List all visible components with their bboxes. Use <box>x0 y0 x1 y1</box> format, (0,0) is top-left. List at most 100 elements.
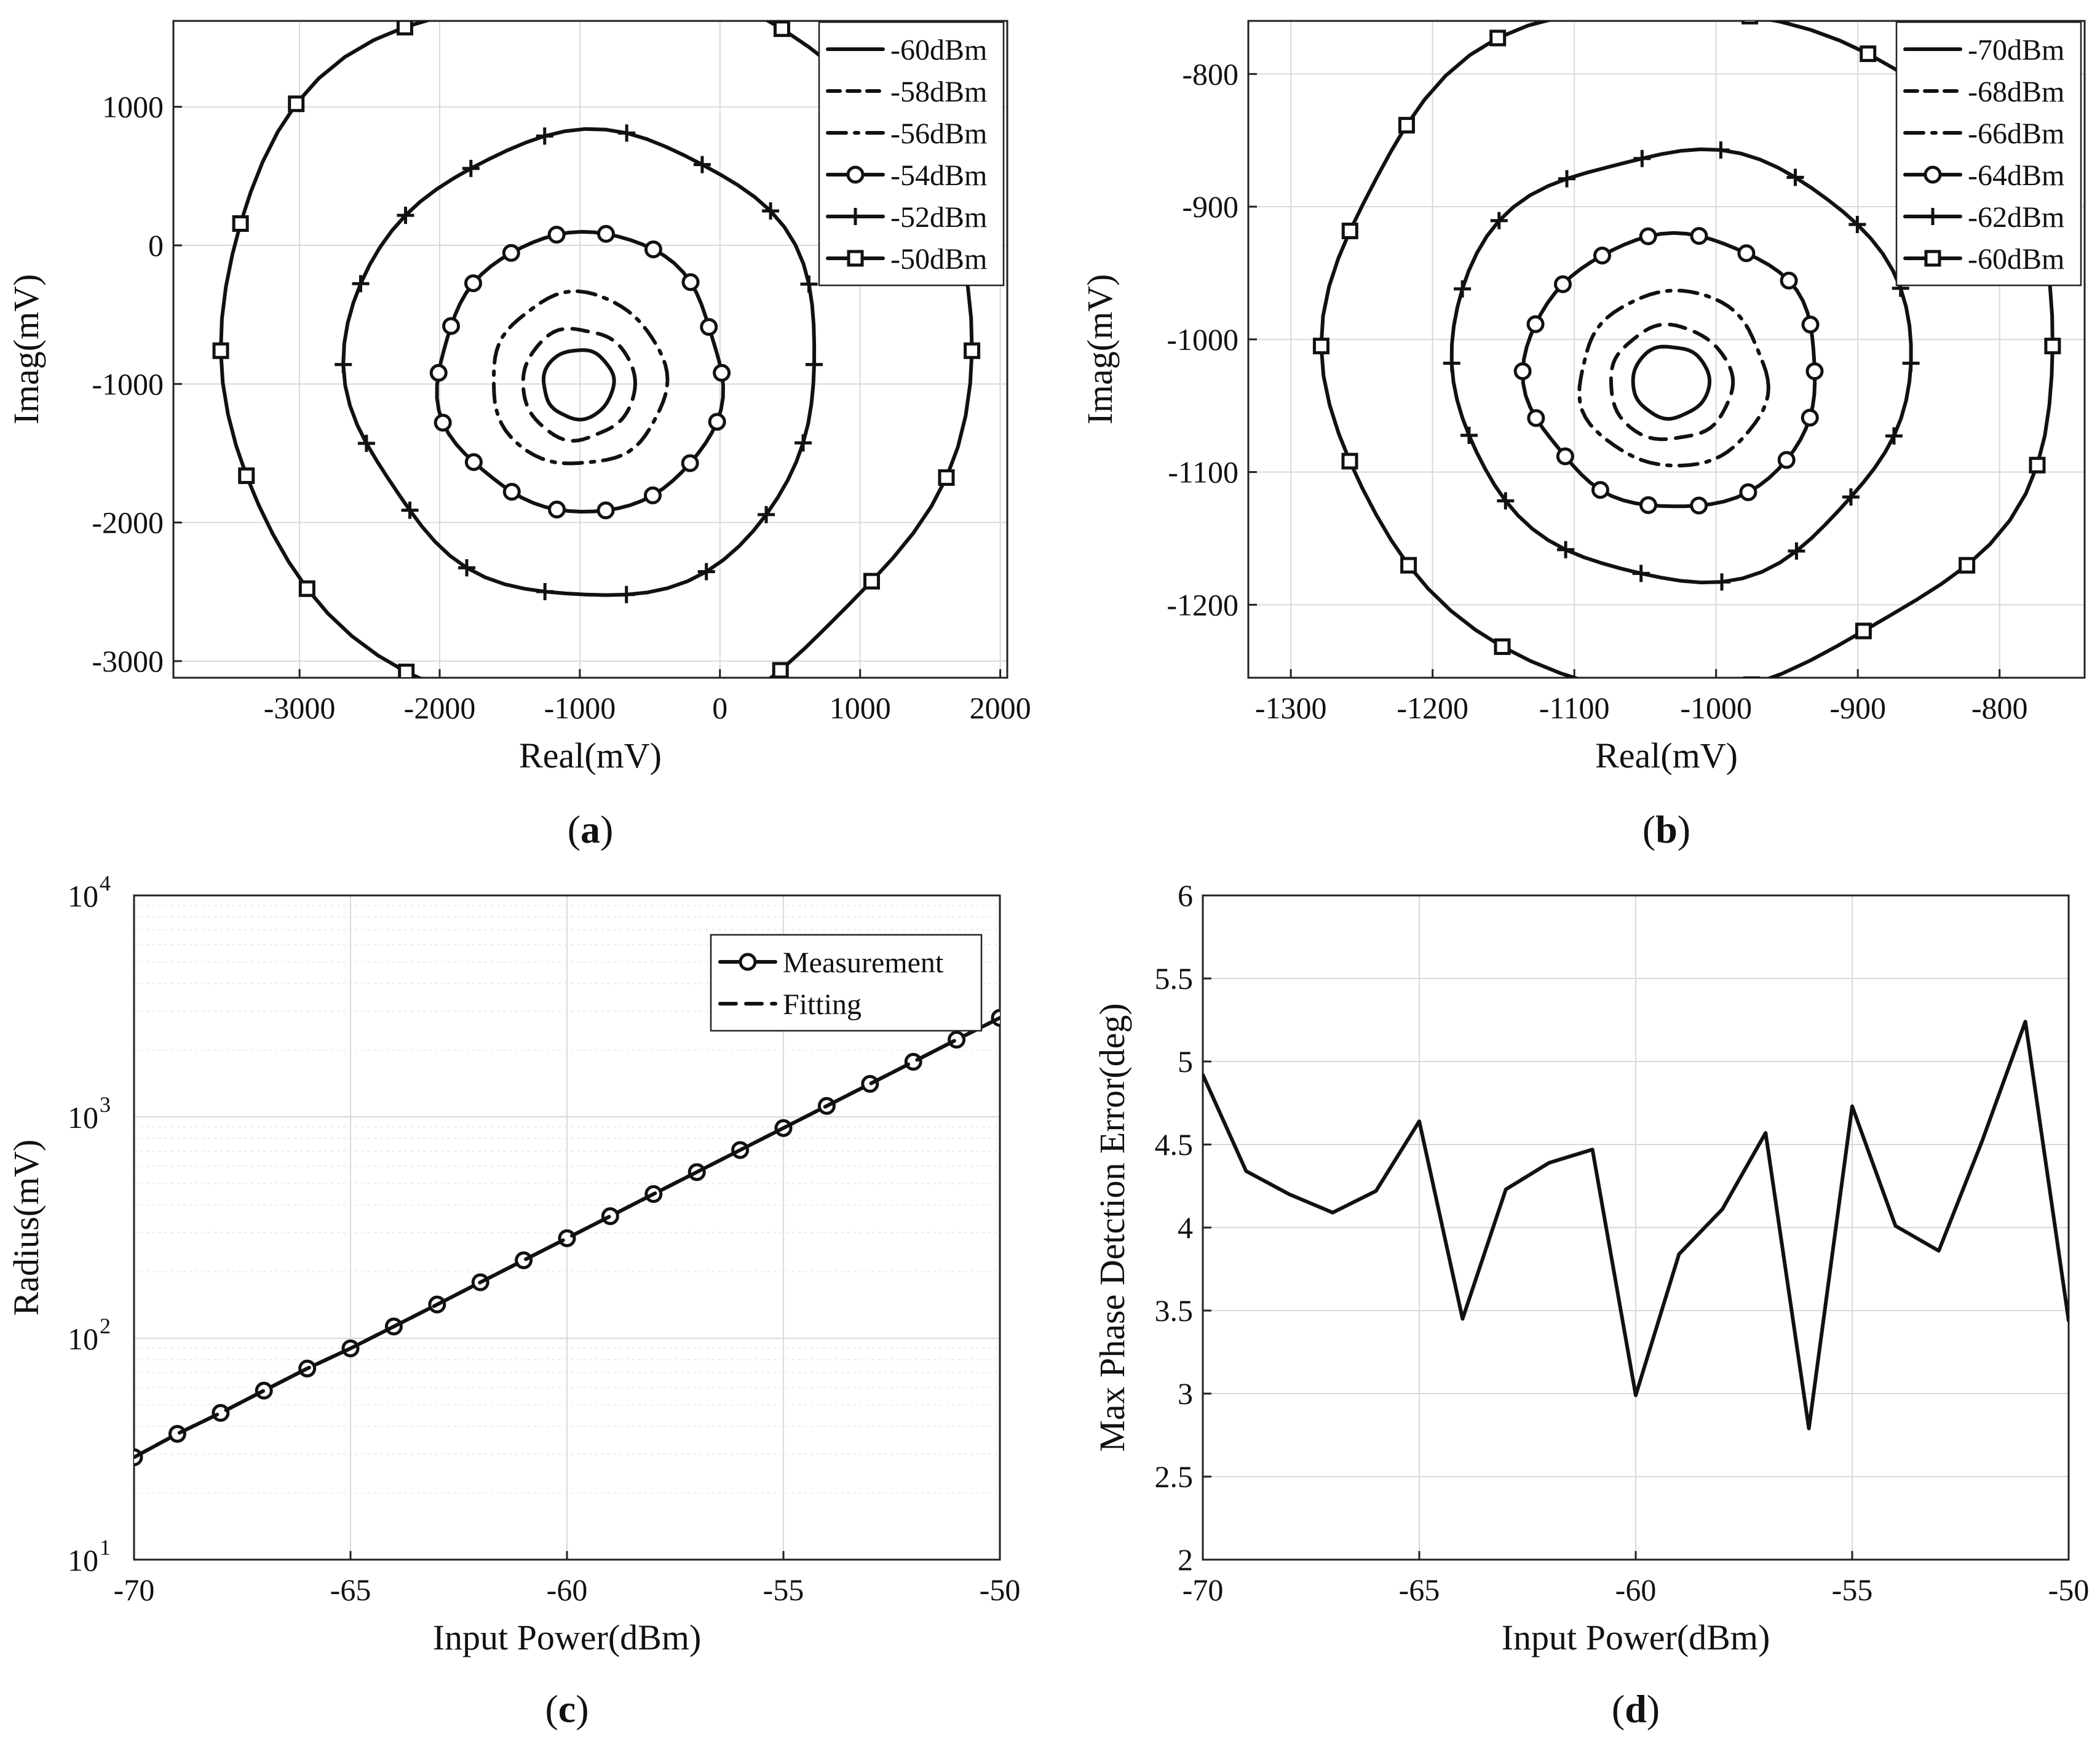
legend-label: -52dBm <box>890 201 987 234</box>
x-tick-label: -3000 <box>264 691 336 725</box>
data-point-marker <box>596 224 615 243</box>
data-point-marker <box>1902 354 1920 372</box>
legend-label: -50dBm <box>890 243 987 276</box>
data-point-marker <box>1618 4 1631 17</box>
x-tick-label: -1300 <box>1255 691 1327 725</box>
data-point-marker <box>238 467 255 485</box>
data-point-marker <box>558 1229 576 1247</box>
y-tick-exponent: 2 <box>100 1314 111 1338</box>
legend-marker <box>846 165 865 184</box>
series--66dBm <box>1577 288 1770 468</box>
data-point-marker <box>464 453 483 471</box>
y-tick-label: 6 <box>1178 878 1193 913</box>
y-tick-label: -800 <box>1182 57 1238 91</box>
data-point-marker <box>713 363 731 382</box>
caption-letter: b <box>1655 807 1678 851</box>
y-tick-label: 3 <box>1178 1376 1193 1411</box>
caption-letter: c <box>558 1687 576 1731</box>
data-point-marker <box>1497 492 1515 510</box>
series--58dBm <box>521 327 637 443</box>
data-point-marker <box>396 21 413 36</box>
panel-caption: (a) <box>568 807 614 851</box>
data-point-marker <box>434 413 452 432</box>
data-point-marker <box>548 501 566 519</box>
data-point-marker <box>863 573 880 590</box>
series-line <box>521 327 637 443</box>
data-point-marker <box>1690 227 1708 245</box>
x-tick-label: -70 <box>1183 1573 1224 1607</box>
data-point-marker <box>352 275 370 293</box>
data-point-marker <box>357 434 375 452</box>
data-point-marker <box>1741 21 1759 25</box>
y-tick-exponent: 4 <box>100 871 111 895</box>
legend: Measurement Fitting <box>710 934 983 1032</box>
data-point-marker <box>1739 483 1757 501</box>
y-tick-base: 10 <box>68 1543 98 1577</box>
legend-label: -68dBm <box>1968 76 2064 108</box>
legend-box <box>818 21 1005 287</box>
legend-marker <box>1924 208 1941 225</box>
series-line <box>542 348 616 422</box>
legend-label: -64dBm <box>1968 159 2064 192</box>
data-point-marker <box>547 226 566 244</box>
data-point-marker <box>1805 362 1824 381</box>
panel-caption: (b) <box>1642 807 1690 851</box>
caption-close: ) <box>1678 807 1690 851</box>
data-point-marker <box>168 1424 186 1443</box>
y-axis-label: Radius(mV) <box>6 1140 46 1316</box>
data-point-marker <box>948 1031 966 1049</box>
data-layer <box>1312 4 2061 678</box>
data-point-marker <box>617 585 635 603</box>
caption-close: ) <box>1647 1687 1660 1731</box>
data-point-marker <box>397 207 414 224</box>
x-tick-label: -1100 <box>1539 691 1610 725</box>
x-tick-label: -65 <box>1399 1573 1440 1607</box>
data-point-marker <box>2044 338 2061 355</box>
data-point-marker <box>964 342 981 359</box>
data-point-marker <box>643 486 662 504</box>
data-point-marker <box>1690 496 1708 515</box>
legend-marker <box>739 953 757 971</box>
series-line <box>1631 344 1712 421</box>
data-point-marker <box>1526 315 1545 333</box>
y-axis-label: Imag(mV) <box>1080 274 1120 425</box>
caption-close: ) <box>576 1687 588 1731</box>
data-point-marker <box>1860 45 1877 62</box>
data-point-marker <box>1443 354 1460 372</box>
panel-caption: (d) <box>1612 1687 1660 1731</box>
data-point-marker <box>794 434 812 452</box>
legend-label: Fitting <box>783 988 862 1021</box>
y-tick-label: -2000 <box>92 506 164 540</box>
y-tick-label: -1100 <box>1168 455 1238 490</box>
data-point-marker <box>618 124 636 142</box>
data-point-marker <box>938 469 955 486</box>
chart-panel-d: -70 -65 -60 -55 -50 2 2.5 3 3.5 4 4.5 5 5.5 6 Input Po… <box>1092 878 2089 1731</box>
data-point-marker <box>464 274 483 293</box>
series--56dBm <box>491 289 670 466</box>
legend: -70dBm -68dBm -66dBm -64dBm -62dBm -60dBm <box>1895 21 2082 287</box>
x-tick-label: -50 <box>980 1573 1021 1607</box>
data-point-marker <box>398 664 415 678</box>
series--62dBm <box>1443 141 1920 591</box>
legend-box <box>1895 21 2082 287</box>
data-point-marker <box>1490 212 1508 229</box>
data-point-marker <box>212 342 229 359</box>
data-point-marker <box>904 1052 922 1071</box>
data-point-marker <box>515 1251 533 1269</box>
data-layer <box>1203 1020 2069 1430</box>
series-line <box>1203 1020 2069 1430</box>
legend-marker <box>847 250 864 267</box>
data-point-marker <box>429 363 448 382</box>
data-point-marker <box>1801 315 1820 334</box>
data-point-marker <box>697 563 715 581</box>
series--50dBm <box>212 21 981 678</box>
data-point-marker <box>1780 271 1798 290</box>
series-line <box>491 289 670 466</box>
y-tick-base: 10 <box>68 1322 98 1356</box>
series--68dBm <box>1609 322 1735 442</box>
data-point-marker <box>502 244 520 262</box>
series--60dBm <box>542 348 616 422</box>
legend-label: Measurement <box>783 946 944 979</box>
data-point-marker <box>762 202 780 220</box>
